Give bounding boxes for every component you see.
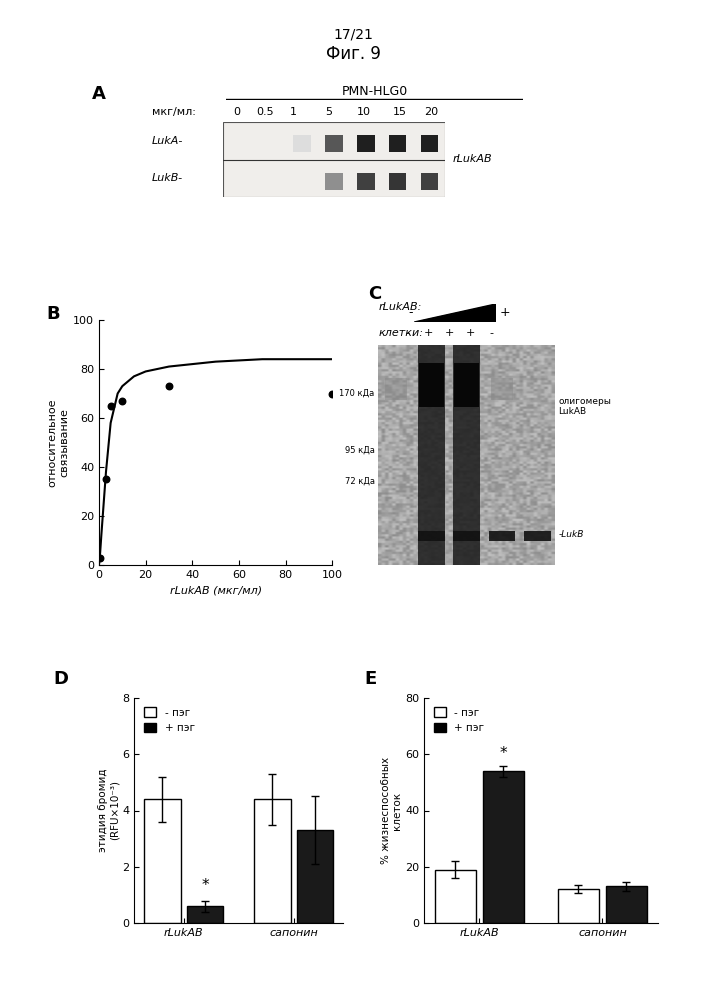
Text: +: + xyxy=(423,328,433,338)
Polygon shape xyxy=(414,304,496,322)
Text: клетки:: клетки: xyxy=(378,328,423,338)
Text: *: * xyxy=(201,878,209,893)
Bar xyxy=(385,378,407,400)
Text: олигомеры
LukAB: олигомеры LukAB xyxy=(559,397,612,416)
Bar xyxy=(421,135,438,152)
Bar xyxy=(558,889,599,923)
Y-axis label: относительное
связывание: относительное связывание xyxy=(47,398,69,487)
Bar xyxy=(418,345,445,565)
Text: 95 кДа: 95 кДа xyxy=(345,446,375,455)
Text: 10: 10 xyxy=(357,107,371,117)
Y-axis label: % жизнеспособных
клеток: % жизнеспособных клеток xyxy=(381,757,402,864)
Text: -: - xyxy=(408,306,412,320)
Bar xyxy=(421,173,438,190)
Text: B: B xyxy=(46,305,59,323)
Bar xyxy=(489,531,515,541)
Bar xyxy=(297,830,334,923)
Bar xyxy=(419,363,444,407)
Bar xyxy=(453,531,480,541)
Point xyxy=(100,471,112,487)
Bar xyxy=(357,173,375,190)
Text: +: + xyxy=(465,328,475,338)
Text: 5: 5 xyxy=(325,107,332,117)
Text: LukA-: LukA- xyxy=(152,136,183,146)
Point xyxy=(163,378,175,394)
Text: rLukAB:: rLukAB: xyxy=(378,302,421,312)
Point xyxy=(105,398,116,414)
Text: 1: 1 xyxy=(290,107,297,117)
Text: PMN-HLG0: PMN-HLG0 xyxy=(341,85,408,98)
Bar xyxy=(144,799,180,923)
Bar xyxy=(524,531,551,541)
Point xyxy=(117,393,128,409)
Text: 170 кДа: 170 кДа xyxy=(339,389,375,398)
Point xyxy=(95,550,106,566)
Bar xyxy=(453,345,480,565)
Bar xyxy=(483,771,524,923)
Bar xyxy=(254,799,291,923)
Text: C: C xyxy=(368,285,381,303)
Text: 72 кДа: 72 кДа xyxy=(345,477,375,486)
X-axis label: rLukAB (мкг/мл): rLukAB (мкг/мл) xyxy=(170,585,262,595)
Bar xyxy=(606,886,647,923)
Text: +: + xyxy=(499,306,510,320)
Bar xyxy=(455,363,479,407)
Text: 0: 0 xyxy=(233,107,240,117)
Text: -LukB: -LukB xyxy=(559,530,584,539)
Text: *: * xyxy=(499,746,507,761)
Bar xyxy=(293,135,311,152)
Text: E: E xyxy=(364,670,376,688)
Legend: - пэг, + пэг: - пэг, + пэг xyxy=(429,703,489,737)
Bar xyxy=(187,906,223,923)
Text: 0.5: 0.5 xyxy=(257,107,274,117)
Text: D: D xyxy=(53,670,68,688)
Text: -: - xyxy=(406,328,410,338)
Bar xyxy=(389,135,407,152)
Text: -: - xyxy=(489,328,493,338)
Text: +: + xyxy=(445,328,455,338)
Bar xyxy=(325,173,343,190)
Text: Фиг. 9: Фиг. 9 xyxy=(326,45,381,63)
Bar xyxy=(435,870,476,923)
Text: rLukAB: rLukAB xyxy=(452,154,492,164)
Text: 15: 15 xyxy=(392,107,407,117)
Bar xyxy=(389,173,407,190)
Text: LukB-: LukB- xyxy=(152,173,183,183)
Bar xyxy=(325,135,343,152)
Y-axis label: этидия бромид
(RFU×10⁻³): этидия бромид (RFU×10⁻³) xyxy=(98,769,119,852)
Legend: - пэг, + пэг: - пэг, + пэг xyxy=(139,703,199,737)
Point xyxy=(327,386,338,402)
Bar xyxy=(491,378,513,400)
Text: A: A xyxy=(92,85,106,103)
Bar xyxy=(357,135,375,152)
Bar xyxy=(418,531,445,541)
Text: 20: 20 xyxy=(424,107,438,117)
Text: 17/21: 17/21 xyxy=(334,28,373,42)
Text: мкг/мл:: мкг/мл: xyxy=(152,107,196,117)
